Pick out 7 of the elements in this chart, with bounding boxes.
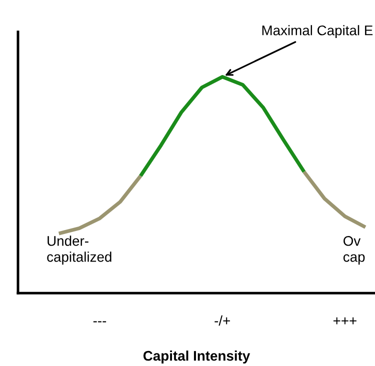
x-tick-label: --- bbox=[93, 321, 106, 322]
x-tick-label: +++ bbox=[333, 317, 356, 324]
annotation: Ov cap bbox=[343, 236, 365, 265]
x-tick-label: -/+ bbox=[214, 315, 230, 326]
annotation: Under- capitalized bbox=[47, 236, 112, 265]
annotation: Maximal Capital E bbox=[262, 25, 373, 38]
x-axis-title: Capital Intensity bbox=[143, 350, 250, 364]
